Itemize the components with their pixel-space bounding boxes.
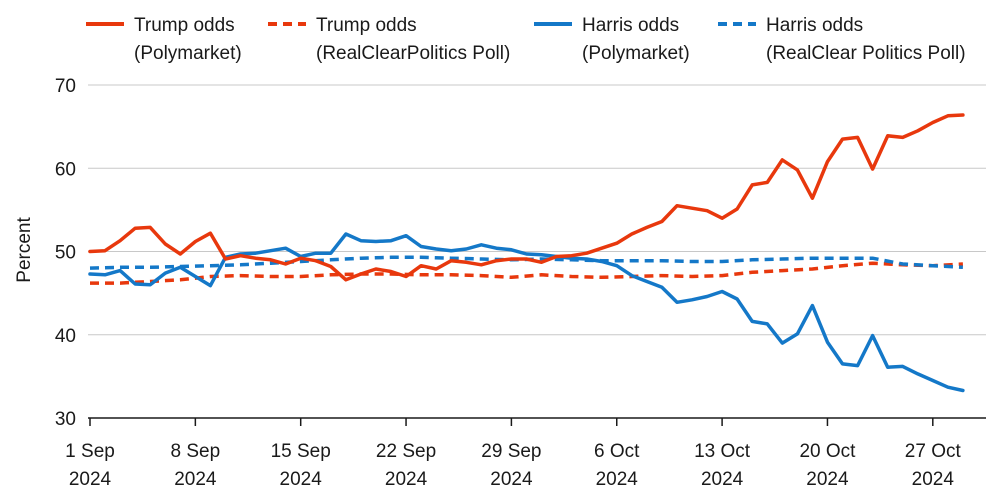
x-tick-label: 2024 bbox=[280, 469, 323, 490]
legend: Trump odds (Polymarket) Trump odds (Real… bbox=[86, 15, 966, 64]
x-tick-label: 2024 bbox=[174, 469, 217, 490]
y-tick-label: 30 bbox=[55, 409, 76, 430]
x-tick-label: 20 Oct bbox=[799, 441, 856, 462]
x-axis-ticks: 1 Sep 2024 8 Sep 2024 15 Sep 2024 22 Sep 2024 29… bbox=[65, 418, 961, 490]
x-tick-label: 2024 bbox=[490, 469, 533, 490]
x-tick-label: 15 Sep bbox=[271, 441, 331, 462]
x-tick-label: 2024 bbox=[69, 469, 112, 490]
y-axis-title: Percent bbox=[14, 217, 35, 283]
y-axis-ticks: 30 40 50 60 70 bbox=[55, 76, 76, 430]
x-tick-label: 8 Sep bbox=[171, 441, 221, 462]
y-tick-label: 40 bbox=[55, 326, 76, 347]
x-tick-label: 29 Sep bbox=[481, 441, 541, 462]
x-tick-label: 2024 bbox=[912, 469, 955, 490]
legend-item-trump-polymarket: Trump odds (Polymarket) bbox=[86, 15, 242, 64]
legend-label-trump-rcp-line1: Trump odds bbox=[316, 15, 417, 36]
x-tick-label: 2024 bbox=[385, 469, 428, 490]
series-line-trump-odds-polymarket bbox=[88, 113, 965, 282]
legend-label-harris-rcp-line2: (RealClear Politics Poll) bbox=[766, 43, 966, 64]
legend-item-trump-rcp: Trump odds (RealClearPolitics Poll) bbox=[268, 15, 510, 64]
x-tick-label: 2024 bbox=[701, 469, 744, 490]
gridlines bbox=[88, 84, 986, 336]
legend-item-harris-polymarket: Harris odds (Polymarket) bbox=[534, 15, 690, 64]
y-tick-label: 50 bbox=[55, 243, 76, 264]
x-tick-label: 6 Oct bbox=[594, 441, 640, 462]
x-tick-label: 27 Oct bbox=[905, 441, 962, 462]
series-layer bbox=[88, 113, 965, 393]
y-tick-label: 60 bbox=[55, 159, 76, 180]
legend-label-trump-rcp-line2: (RealClearPolitics Poll) bbox=[316, 43, 510, 64]
x-tick-label: 13 Oct bbox=[694, 441, 751, 462]
legend-item-harris-rcp: Harris odds (RealClear Politics Poll) bbox=[718, 15, 966, 64]
legend-label-harris-polymarket-line2: (Polymarket) bbox=[582, 43, 690, 64]
legend-label-harris-rcp-line1: Harris odds bbox=[766, 15, 863, 36]
y-tick-label: 70 bbox=[55, 76, 76, 97]
x-tick-label: 2024 bbox=[806, 469, 849, 490]
x-tick-label: 1 Sep bbox=[65, 441, 115, 462]
x-tick-label: 22 Sep bbox=[376, 441, 436, 462]
series-line-trump-odds-realclearpolitics-poll bbox=[90, 261, 963, 285]
x-tick-label: 2024 bbox=[596, 469, 639, 490]
legend-label-trump-polymarket-line2: (Polymarket) bbox=[134, 43, 242, 64]
legend-label-harris-polymarket-line1: Harris odds bbox=[582, 15, 679, 36]
legend-label-trump-polymarket-line1: Trump odds bbox=[134, 15, 235, 36]
